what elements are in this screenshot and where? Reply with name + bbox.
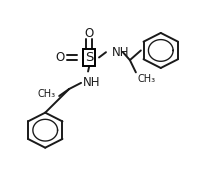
Text: O: O	[84, 27, 94, 40]
Text: CH₃: CH₃	[37, 89, 55, 99]
Text: NH: NH	[83, 76, 101, 89]
Text: O: O	[56, 51, 65, 64]
Text: NH: NH	[112, 46, 129, 59]
Text: S: S	[85, 51, 93, 64]
Text: CH₃: CH₃	[138, 74, 156, 84]
